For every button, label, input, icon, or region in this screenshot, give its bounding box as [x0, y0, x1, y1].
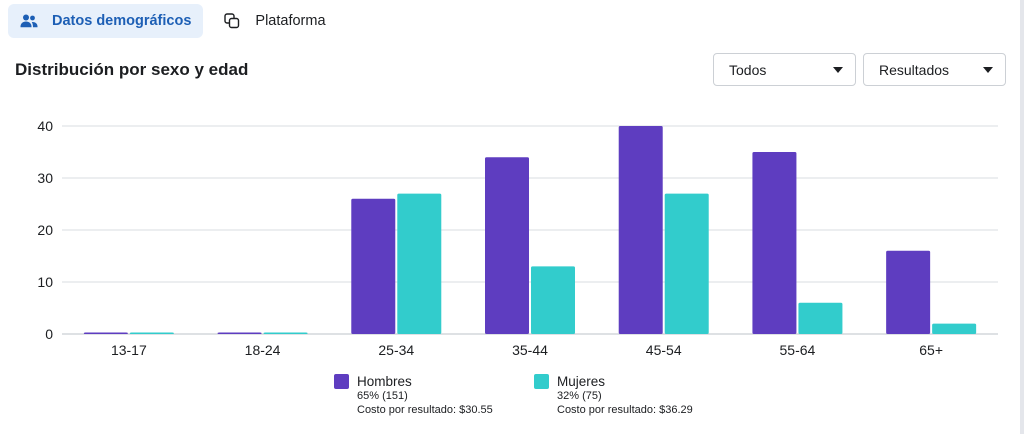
x-tick-label: 35-44	[512, 342, 548, 358]
legend-hombres: Hombres 65% (151) Costo por resultado: $…	[334, 374, 493, 417]
bar-mujeres-25-34	[397, 193, 442, 334]
x-tick-label: 25-34	[378, 342, 414, 358]
bar-mujeres-35-44	[531, 266, 575, 334]
y-tick-label: 10	[37, 274, 53, 290]
x-tick-label: 45-54	[646, 342, 682, 358]
bar-mujeres-45-54	[664, 193, 709, 334]
people-icon	[20, 12, 38, 30]
x-tick-label: 65+	[919, 342, 943, 358]
legend-cost-mujeres: Costo por resultado: $36.29	[557, 404, 693, 416]
right-edge-divider	[1020, 0, 1024, 434]
bar-hombres-45-54	[618, 126, 663, 334]
filter-dropdown[interactable]: Todos	[713, 53, 856, 86]
y-tick-label: 30	[37, 170, 53, 186]
caret-down-icon	[983, 66, 993, 73]
bar-hombres-55-64	[752, 152, 797, 334]
bar-mujeres-55-64	[798, 302, 843, 334]
x-tick-label: 18-24	[245, 342, 281, 358]
bar-mujeres-65+	[932, 323, 977, 334]
copy-icon	[223, 12, 241, 30]
x-tick-label: 55-64	[780, 342, 816, 358]
metric-dropdown[interactable]: Resultados	[863, 53, 1006, 86]
legend-share-hombres: 65% (151)	[357, 390, 408, 402]
legend-swatch-hombres	[334, 374, 349, 389]
bar-mujeres-18-24	[263, 332, 308, 334]
caret-down-icon	[833, 66, 843, 73]
legend-swatch-mujeres	[534, 374, 549, 389]
tab-bar: Datos demográficos Plataforma	[8, 4, 338, 38]
x-tick-label: 13-17	[111, 342, 147, 358]
tab-platform-label: Plataforma	[255, 13, 326, 29]
tab-demographics[interactable]: Datos demográficos	[8, 4, 204, 38]
metric-dropdown-value: Resultados	[879, 61, 950, 78]
bar-mujeres-13-17	[129, 332, 174, 334]
legend-label-mujeres: Mujeres	[557, 373, 606, 389]
y-tick-label: 40	[37, 118, 53, 134]
bar-hombres-18-24	[217, 332, 262, 334]
legend-share-mujeres: 32% (75)	[557, 390, 602, 402]
legend-mujeres: Mujeres 32% (75) Costo por resultado: $3…	[534, 374, 693, 417]
bar-hombres-25-34	[351, 198, 396, 334]
legend-cost-hombres: Costo por resultado: $30.55	[357, 404, 493, 416]
bar-hombres-65+	[886, 250, 931, 334]
tab-demographics-label: Datos demográficos	[52, 13, 192, 29]
bar-chart: 0 10 20 30 40 13-17 18-24 25-34 35-44 45-54 55-64 6…	[37, 118, 998, 358]
bar-hombres-13-17	[83, 332, 128, 334]
y-tick-label: 0	[45, 326, 53, 342]
filter-dropdown-value: Todos	[729, 61, 767, 78]
tab-platform[interactable]: Plataforma	[211, 4, 337, 38]
y-tick-label: 20	[37, 222, 53, 238]
bar-hombres-35-44	[485, 157, 529, 334]
section-title: Distribución por sexo y edad	[15, 60, 249, 79]
legend-label-hombres: Hombres	[357, 373, 412, 389]
